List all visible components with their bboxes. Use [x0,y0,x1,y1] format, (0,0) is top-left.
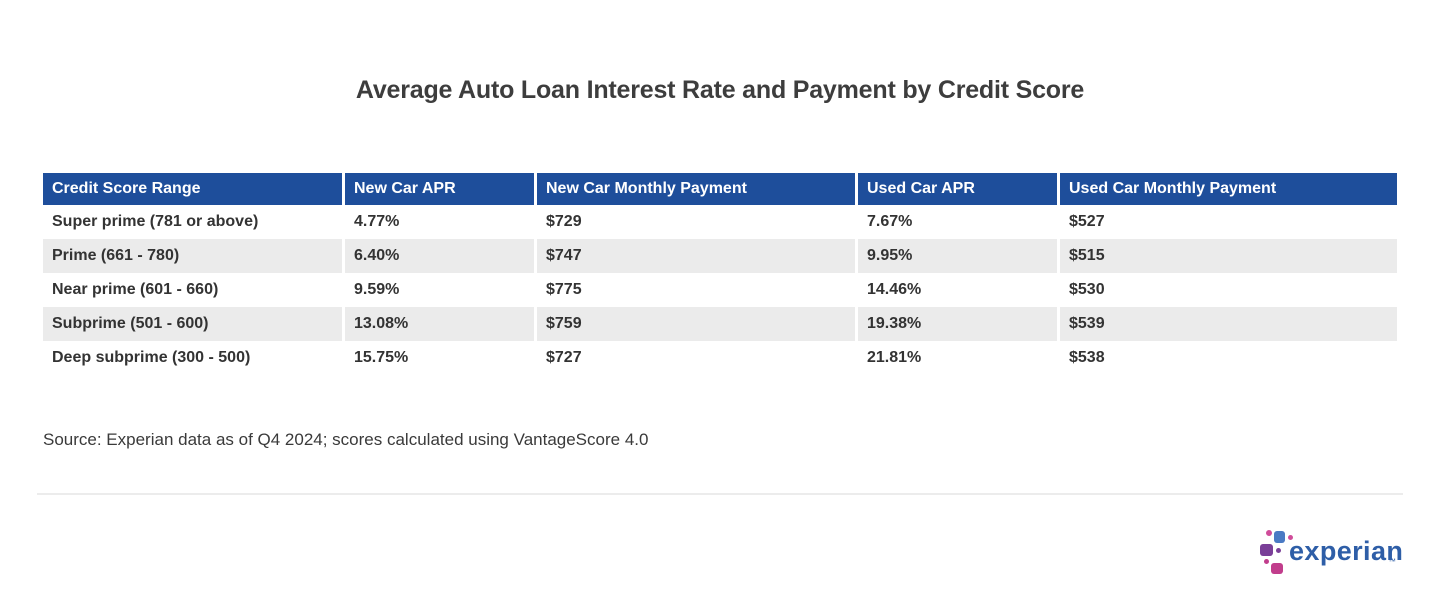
logo-block-purple-icon [1260,544,1273,556]
cell-used-car-apr: 21.81% [858,341,1060,375]
cell-new-car-apr: 6.40% [345,239,537,273]
cell-new-car-payment: $727 [537,341,858,375]
experian-wordmark: experian [1289,536,1404,566]
cell-used-car-payment: $530 [1069,281,1105,298]
cell-new-car-payment: $759 [537,307,858,341]
header-cell-new-car-monthly-payment: New Car Monthly Payment [537,173,858,205]
cell-new-car-apr: 13.08% [345,307,537,341]
table-row-subprime: Subprime (501 - 600) 13.08% $759 19.38% … [43,307,1397,341]
logo-block-pink-small-icon [1266,530,1272,536]
header-cell-new-car-apr: New Car APR [345,173,537,205]
header-cell-credit-score-range: Credit Score Range [43,173,345,205]
cell-new-car-payment: $729 [537,205,858,239]
cell-new-car-payment: $775 [537,273,858,307]
cell-used-car-apr: 19.38% [858,307,1060,341]
page-title: Average Auto Loan Interest Rate and Paym… [355,76,1085,104]
cell-credit-range: Subprime (501 - 600) [43,307,345,341]
logo-block-purple-small-icon [1276,548,1281,553]
cell-new-car-apr: 4.77% [345,205,537,239]
table-row-near-prime: Near prime (601 - 660) 9.59% $775 14.46%… [43,273,1397,307]
cell-credit-range: Super prime (781 or above) [43,205,345,239]
table-row-deep-subprime: Deep subprime (300 - 500) 15.75% $727 21… [43,341,1397,375]
cell-used-car-apr: 9.95% [858,239,1060,273]
header-cell-used-car-monthly-payment: Used Car Monthly Payment [1069,180,1277,197]
cell-new-car-apr: 9.59% [345,273,537,307]
logo-block-magenta-small-icon [1264,559,1269,564]
table-header-row: Credit Score Range New Car APR New Car M… [43,173,1397,205]
cell-new-car-apr: 15.75% [345,341,537,375]
cell-used-car-payment: $515 [1069,247,1105,264]
cell-credit-range: Near prime (601 - 660) [43,273,345,307]
logo-block-pink-small-icon [1288,535,1293,540]
table-row-super-prime: Super prime (781 or above) 4.77% $729 7.… [43,205,1397,239]
cell-used-car-apr: 7.67% [858,205,1060,239]
auto-loan-table: Credit Score Range New Car APR New Car M… [43,173,1397,375]
cell-credit-range: Prime (661 - 780) [43,239,345,273]
cell-credit-range: Deep subprime (300 - 500) [43,341,345,375]
cell-used-car-payment: $538 [1069,349,1105,366]
logo-block-magenta-icon [1271,563,1283,574]
cell-new-car-payment: $747 [537,239,858,273]
table-row-prime: Prime (661 - 780) 6.40% $747 9.95% $515 [43,239,1397,273]
cell-used-car-payment: $527 [1069,213,1105,230]
header-cell-used-car-apr: Used Car APR [858,173,1060,205]
cell-used-car-payment: $539 [1069,315,1105,332]
experian-logo: experian ™ [1258,527,1403,582]
source-note: Source: Experian data as of Q4 2024; sco… [43,430,649,449]
divider-line [37,493,1403,495]
cell-used-car-apr: 14.46% [858,273,1060,307]
logo-block-blue-icon [1274,531,1285,543]
trademark-symbol: ™ [1388,557,1396,566]
